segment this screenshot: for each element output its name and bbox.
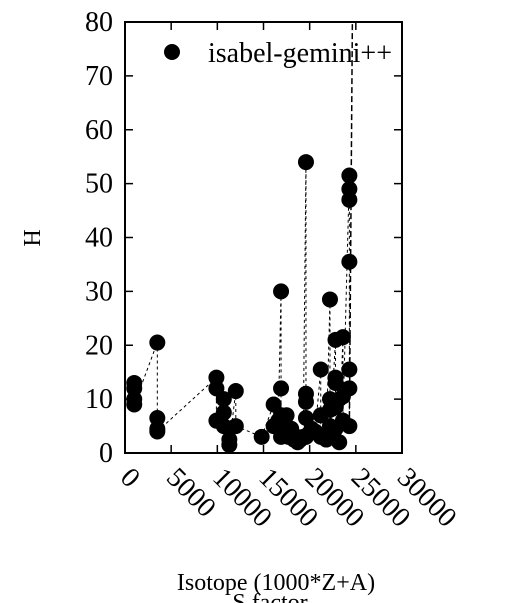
y-tick-label: 40 [85,223,113,254]
plot-frame [124,21,403,454]
data-point [149,334,166,351]
x-axis-label: Isotope (1000*Z+A) [177,570,375,596]
data-point [341,167,358,184]
data-point [273,380,290,397]
y-tick-label: 80 [85,7,113,38]
data-point [215,391,232,408]
x-axis-label-overlap: S factor [232,590,307,603]
x-tick-label: 0 [114,462,146,494]
x-tick-label: 5000 [160,462,222,524]
y-tick-label: 0 [99,438,113,469]
series-connector [302,162,307,437]
data-point [312,361,329,378]
y-tick-label: 10 [85,384,113,415]
data-point [341,418,358,435]
y-tick-label: 30 [85,276,113,307]
series-markers [126,154,358,453]
series-connector [133,342,158,405]
data-point [149,423,166,440]
y-axis-label: H [20,229,46,246]
axis-ticks [124,21,403,454]
data-point [227,383,244,400]
series-connector [235,425,262,438]
data-point [341,253,358,270]
series-connector [342,175,350,421]
series-connector [156,377,217,432]
y-tick-label: 50 [85,169,113,200]
series-tail-line [348,21,354,427]
y-tick-label: 20 [85,330,113,361]
data-point [297,393,314,410]
data-point [321,291,338,308]
data-point [273,283,290,300]
data-point [221,436,238,453]
y-tick-label: 60 [85,115,113,146]
series-connector-lines [133,21,354,445]
y-tick-label: 70 [85,61,113,92]
data-point [253,428,270,445]
data-point [227,418,244,435]
series-connector [314,369,322,432]
legend-label: isabel-gemini++ [208,38,392,69]
legend: isabel-gemini++ [164,38,392,69]
data-point [215,404,232,421]
data-point [327,374,344,391]
data-point [297,154,314,171]
data-point [341,361,358,378]
plot-area [124,21,403,454]
series-connector [325,299,331,440]
data-point [341,380,358,397]
data-point [126,396,143,413]
data-point [334,329,351,346]
data-point [341,191,358,208]
data-point [331,434,348,451]
legend-marker [164,44,180,60]
